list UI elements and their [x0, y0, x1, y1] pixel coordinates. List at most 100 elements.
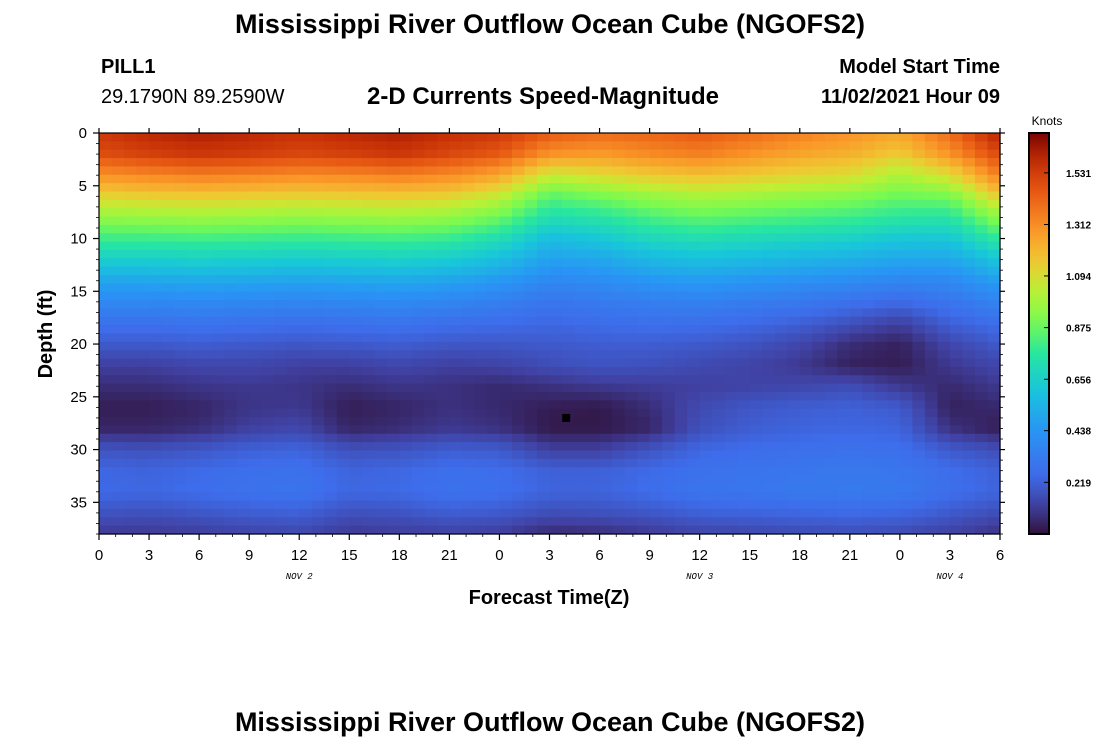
heatmap-cell: [862, 216, 876, 226]
heatmap-cell: [449, 208, 463, 218]
heatmap-cell: [687, 458, 701, 468]
heatmap-cell: [612, 450, 626, 460]
heatmap-cell: [924, 375, 939, 385]
heatmap-cell: [974, 249, 989, 259]
heatmap-cell: [787, 133, 801, 142]
heatmap-cell: [186, 233, 200, 243]
heatmap-cell: [149, 333, 163, 343]
heatmap-cell: [199, 425, 213, 435]
heatmap-cell: [849, 300, 863, 310]
heatmap-cell: [436, 266, 450, 276]
heatmap-cell: [962, 208, 976, 218]
heatmap-cell: [311, 517, 325, 527]
heatmap-cell: [749, 149, 763, 159]
heatmap-cell: [124, 316, 138, 326]
heatmap-cell: [249, 358, 263, 368]
heatmap-cell: [699, 383, 713, 393]
heatmap-cell: [987, 233, 1001, 243]
heatmap-cell: [874, 383, 888, 393]
heatmap-cell: [399, 492, 413, 502]
heatmap-cell: [449, 383, 463, 393]
heatmap-cell: [374, 341, 388, 351]
heatmap-cell: [336, 158, 350, 168]
heatmap-cell: [887, 508, 901, 518]
heatmap-cell: [862, 249, 876, 259]
heatmap-cell: [624, 350, 638, 360]
heatmap-cell: [361, 258, 375, 268]
heatmap-cell: [649, 483, 663, 493]
heatmap-cell: [812, 316, 826, 326]
heatmap-cell: [737, 266, 751, 276]
heatmap-cell: [136, 483, 150, 493]
heatmap-cell: [887, 316, 901, 326]
heatmap-cell: [261, 383, 275, 393]
heatmap-cell: [899, 467, 913, 477]
heatmap-cell: [662, 408, 676, 418]
heatmap-cell: [712, 400, 726, 410]
heatmap-cell: [111, 291, 125, 301]
heatmap-cell: [687, 483, 701, 493]
heatmap-cell: [186, 492, 200, 502]
heatmap-cell: [436, 333, 450, 343]
heatmap-cell: [461, 492, 476, 502]
heatmap-cell: [274, 433, 288, 443]
heatmap-cell: [124, 133, 138, 142]
heatmap-cell: [899, 266, 913, 276]
heatmap-cell: [937, 442, 951, 452]
heatmap-cell: [286, 300, 300, 310]
heatmap-cell: [899, 208, 913, 218]
heatmap-cell: [887, 425, 901, 435]
heatmap-cell: [787, 483, 801, 493]
heatmap-cell: [687, 517, 701, 527]
heatmap-cell: [562, 458, 576, 468]
heatmap-cell: [974, 458, 989, 468]
heatmap-cell: [787, 174, 801, 184]
x-tick-label: 9: [645, 547, 653, 564]
heatmap-cell: [211, 467, 225, 477]
heatmap-cell: [336, 316, 350, 326]
heatmap-cell: [562, 275, 576, 284]
heatmap-cell: [174, 241, 188, 251]
heatmap-cell: [536, 442, 551, 452]
heatmap-cell: [199, 249, 213, 259]
heatmap-cell: [449, 149, 463, 159]
heatmap-cell: [224, 258, 238, 268]
heatmap-cell: [461, 183, 476, 193]
heatmap-cell: [737, 325, 751, 335]
heatmap-cell: [687, 199, 701, 209]
heatmap-cell: [386, 300, 400, 310]
heatmap-cell: [524, 333, 538, 343]
heatmap-cell: [937, 525, 951, 535]
heatmap-cell: [599, 166, 613, 176]
heatmap-cell: [787, 325, 801, 335]
heatmap-cell: [424, 433, 438, 443]
heatmap-cell: [161, 266, 175, 276]
heatmap-cell: [261, 233, 275, 243]
heatmap-cell: [824, 483, 838, 493]
heatmap-cell: [924, 316, 939, 326]
heatmap-cell: [274, 358, 288, 368]
heatmap-cell: [687, 308, 701, 318]
heatmap-cell: [987, 525, 1001, 535]
heatmap-cell: [536, 233, 551, 243]
heatmap-cell: [224, 375, 238, 385]
heatmap-cell: [249, 417, 263, 426]
heatmap-cell: [336, 216, 350, 226]
heatmap-cell: [424, 341, 438, 351]
heatmap-cell: [562, 450, 576, 460]
heatmap-cell: [799, 300, 813, 310]
heatmap-cell: [361, 158, 375, 168]
heatmap-cell: [699, 183, 713, 193]
heatmap-cell: [824, 216, 838, 226]
heatmap-cell: [749, 199, 763, 209]
heatmap-cell: [574, 341, 588, 351]
heatmap-cell: [612, 275, 626, 284]
heatmap-cell: [424, 525, 438, 535]
heatmap-cell: [949, 133, 964, 142]
heatmap-cell: [899, 341, 913, 351]
heatmap-cell: [386, 500, 400, 510]
heatmap-cell: [474, 183, 488, 193]
heatmap-cell: [849, 350, 863, 360]
heatmap-cell: [111, 458, 125, 468]
heatmap-cell: [924, 141, 939, 151]
